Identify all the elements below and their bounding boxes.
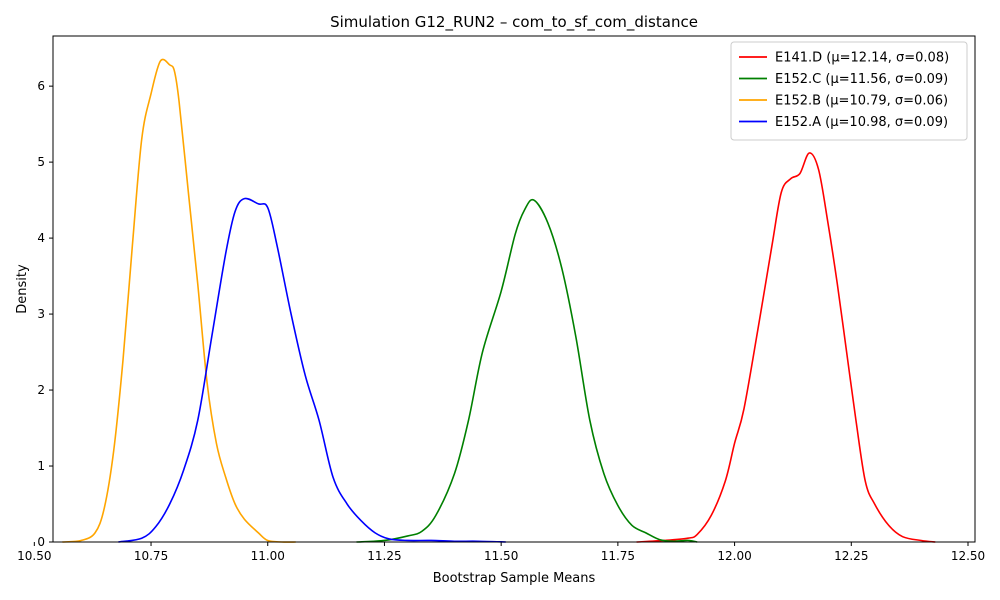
x-tick-label: 11.75 — [601, 549, 635, 563]
x-axis: 10.50 10.75 11.00 11.25 11.50 11.75 12.00 12.25… — [17, 542, 985, 563]
series-line-1 — [636, 152, 936, 543]
series-line-3 — [62, 58, 296, 543]
chart-title: Simulation G12_RUN2 – com_to_sf_com_dist… — [330, 13, 698, 32]
plot-lines — [62, 58, 936, 543]
x-tick-label: 11.50 — [484, 549, 518, 563]
x-tick-label: 11.00 — [251, 549, 285, 563]
legend: E141.D (μ=12.14, σ=0.08) E152.C (μ=11.56,… — [730, 41, 968, 141]
x-tick-label: 11.25 — [367, 549, 401, 563]
legend-label: E152.C (μ=11.56, σ=0.09) — [775, 72, 948, 87]
legend-label: E152.A (μ=10.98, σ=0.09) — [775, 115, 948, 130]
x-tick-label: 12.25 — [834, 549, 868, 563]
y-tick-label: 0 — [37, 535, 45, 549]
x-axis-label: Bootstrap Sample Means — [433, 571, 596, 586]
x-tick-label: 10.75 — [134, 549, 168, 563]
y-tick-label: 1 — [37, 459, 45, 473]
legend-box — [730, 41, 968, 141]
y-tick-label: 6 — [37, 79, 45, 93]
y-tick-label: 4 — [37, 231, 45, 245]
y-axis: 0 1 2 3 4 5 6 — [37, 79, 53, 549]
y-tick-label: 2 — [37, 383, 45, 397]
y-tick-label: 3 — [37, 307, 45, 321]
y-tick-label: 5 — [37, 155, 45, 169]
y-axis-label: Density — [15, 264, 30, 314]
x-tick-label: 10.50 — [17, 549, 51, 563]
plot-frame — [52, 35, 976, 543]
x-tick-label: 12.00 — [717, 549, 751, 563]
series-line-4 — [118, 197, 506, 543]
legend-label: E152.B (μ=10.79, σ=0.06) — [775, 94, 948, 109]
x-tick-label: 12.50 — [951, 549, 985, 563]
series-line-2 — [356, 198, 698, 543]
legend-label: E141.D (μ=12.14, σ=0.08) — [775, 51, 949, 66]
